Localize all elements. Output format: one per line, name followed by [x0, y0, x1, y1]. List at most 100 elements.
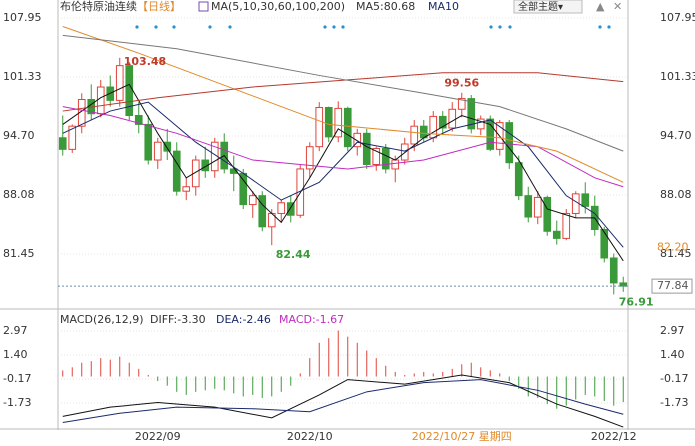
candle-body	[410, 125, 419, 145]
candle-body	[372, 147, 381, 165]
candle-body	[115, 65, 124, 101]
line-ma60	[62, 25, 624, 183]
icon-up[interactable]: ▲	[596, 0, 605, 13]
period: 【日线】	[137, 0, 181, 13]
candle-body	[571, 193, 580, 214]
icon-close[interactable]: ✕	[613, 0, 622, 13]
candle-body	[334, 107, 343, 138]
y-tick-label-right: 101.33	[660, 70, 695, 83]
candle-body	[305, 146, 314, 170]
extreme-label: 82.44	[276, 248, 311, 261]
candle-body	[562, 212, 571, 239]
candle-body	[239, 172, 248, 206]
line-ma200	[62, 34, 624, 152]
price-label: 82.20	[657, 240, 689, 253]
candle-body	[600, 228, 609, 259]
candle-body	[438, 115, 447, 129]
candle-body	[362, 132, 371, 165]
candle-body	[505, 122, 514, 164]
y-tick-label-right: 88.08	[660, 188, 692, 201]
x-tick-label: 2022/10/27 星期四	[412, 430, 512, 443]
candle-body	[467, 98, 476, 130]
candle-body	[315, 106, 324, 148]
y-tick-label-left: 101.33	[3, 70, 42, 83]
macd-value: MACD:-1.67	[279, 313, 344, 326]
price-box	[651, 278, 693, 294]
candle-body	[476, 118, 485, 130]
y-tick-label-right: -1.73	[660, 396, 688, 409]
diff-value: DIFF:-3.30	[150, 313, 206, 326]
y-tick-label-left: 88.08	[3, 188, 35, 201]
signal-dots	[135, 25, 611, 29]
candle-body	[248, 195, 257, 206]
candle-body	[125, 65, 134, 117]
line-dea	[62, 379, 624, 423]
theme-button-label[interactable]: 全部主题▾	[518, 0, 563, 13]
candle-body	[609, 257, 618, 284]
ma-label: MA(5,10,30,60,100,200)	[211, 0, 345, 13]
candle-body	[134, 115, 143, 125]
candle-body	[191, 159, 200, 188]
y-tick-label-right: 2.97	[660, 324, 685, 337]
candle-body	[144, 123, 153, 161]
candle-body	[277, 202, 286, 214]
price-label: 77.84	[657, 279, 689, 292]
candle-body	[68, 125, 77, 150]
extreme-label: 103.48	[124, 55, 166, 68]
line-ma30	[62, 106, 624, 188]
candle-body	[324, 106, 333, 138]
candle-body	[229, 168, 238, 174]
candle-body	[353, 132, 362, 148]
x-tick-label: 2022/12	[591, 430, 637, 443]
candle-body	[581, 193, 590, 207]
candle-body	[448, 108, 457, 129]
ma5-value: MA5:80.68	[356, 0, 415, 13]
candle-body	[552, 230, 561, 239]
candle-body	[258, 195, 267, 228]
y-tick-label-left: -0.17	[3, 372, 31, 385]
y-tick-label-left: 1.40	[3, 348, 28, 361]
candle-body	[457, 98, 466, 110]
candle-body	[514, 162, 523, 197]
candle-body	[543, 196, 552, 232]
candle-body	[381, 147, 390, 170]
candle-body	[286, 202, 295, 216]
candle-body	[524, 195, 533, 218]
candle-body	[172, 150, 181, 192]
macd-title: MACD(26,12,9)	[60, 313, 144, 326]
candle-body	[486, 118, 495, 150]
candle-body	[96, 86, 105, 115]
line-diff	[62, 374, 624, 428]
line-ma5	[62, 83, 624, 262]
line-ma10	[62, 101, 624, 248]
ma-icon	[198, 1, 209, 12]
x-tick-label: 2022/09	[135, 430, 181, 443]
candle-body	[58, 137, 67, 150]
candle-body	[429, 115, 438, 139]
theme-button[interactable]	[513, 0, 583, 14]
candle-body	[163, 141, 172, 152]
candle-body	[182, 186, 191, 192]
y-tick-label-right: 1.40	[660, 348, 685, 361]
y-tick-label-left: 107.95	[3, 11, 42, 24]
dea-value: DEA:-2.46	[216, 313, 271, 326]
y-tick-label-left: 2.97	[3, 324, 28, 337]
y-tick-label-left: 81.45	[3, 247, 35, 260]
instrument-title: 布伦特原油连续	[60, 0, 137, 13]
y-tick-label-right: 81.45	[660, 247, 692, 260]
candle-body	[533, 196, 542, 218]
extreme-label: 76.91	[619, 295, 654, 308]
ma10-label: MA10	[428, 0, 459, 13]
candle-body	[343, 107, 352, 148]
candle-body	[391, 159, 400, 170]
y-tick-label-right: -0.17	[660, 372, 688, 385]
y-tick-label-right: 107.95	[660, 11, 695, 24]
candle-body	[201, 159, 210, 172]
y-tick-label-left: -1.73	[3, 396, 31, 409]
extreme-label: 99.56	[444, 77, 479, 90]
candle-body	[153, 141, 162, 161]
y-tick-label-right: 94.70	[660, 129, 692, 142]
y-tick-label-left: 94.70	[3, 129, 35, 142]
